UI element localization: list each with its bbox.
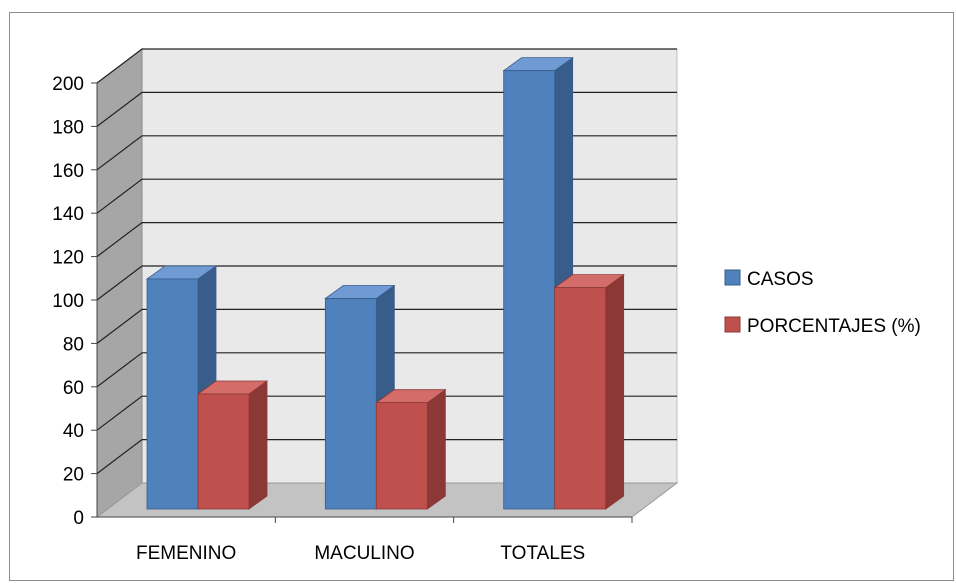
gridline	[96, 352, 677, 388]
y-tick-label: 100	[52, 291, 84, 312]
y-tick-label: 40	[63, 421, 84, 442]
bar-casos-femenino	[145, 265, 218, 510]
y-tick-label: 200	[52, 74, 84, 95]
y-tick-label: 20	[63, 465, 84, 486]
bar-front-face	[503, 70, 556, 510]
legend-label: CASOS	[747, 269, 814, 290]
y-tick-label: 120	[52, 248, 84, 269]
bar-porcentajes-totales	[553, 273, 625, 510]
gridline	[96, 135, 677, 171]
y-tick-label: 180	[52, 117, 84, 138]
legend-swatch	[724, 269, 741, 286]
bar-side-face	[426, 388, 446, 510]
gridline	[96, 439, 677, 475]
legend-item: CASOS	[724, 269, 814, 290]
gridline	[96, 308, 677, 344]
y-tick-label: 0	[73, 508, 84, 529]
bar-front-face	[554, 287, 607, 510]
bar-porcentajes-maculino	[375, 388, 447, 510]
y-tick-label: 160	[52, 161, 84, 182]
x-category-label: MACULINO	[314, 543, 414, 564]
bar-front-face	[197, 393, 250, 510]
legend-item: PORCENTAJES (%)	[724, 316, 921, 337]
bar-side-face	[605, 273, 625, 510]
x-category-label: FEMENINO	[136, 543, 236, 564]
legend-swatch	[724, 316, 741, 333]
bar-front-face	[146, 278, 199, 510]
gridline	[96, 91, 677, 127]
bar-side-face	[248, 380, 268, 510]
y-tick-label: 60	[63, 378, 84, 399]
gridline	[96, 222, 677, 258]
bar-front-face	[324, 298, 377, 510]
gridline	[96, 395, 677, 431]
legend-label: PORCENTAJES (%)	[747, 316, 921, 337]
gridline	[96, 178, 677, 214]
bar-porcentajes-femenino	[196, 380, 269, 510]
gridline	[96, 48, 677, 84]
x-category-label: TOTALES	[500, 543, 585, 564]
gridline	[96, 265, 677, 301]
y-tick-label: 140	[52, 204, 84, 225]
y-tick-label: 80	[63, 334, 84, 355]
bar-front-face	[375, 402, 428, 510]
